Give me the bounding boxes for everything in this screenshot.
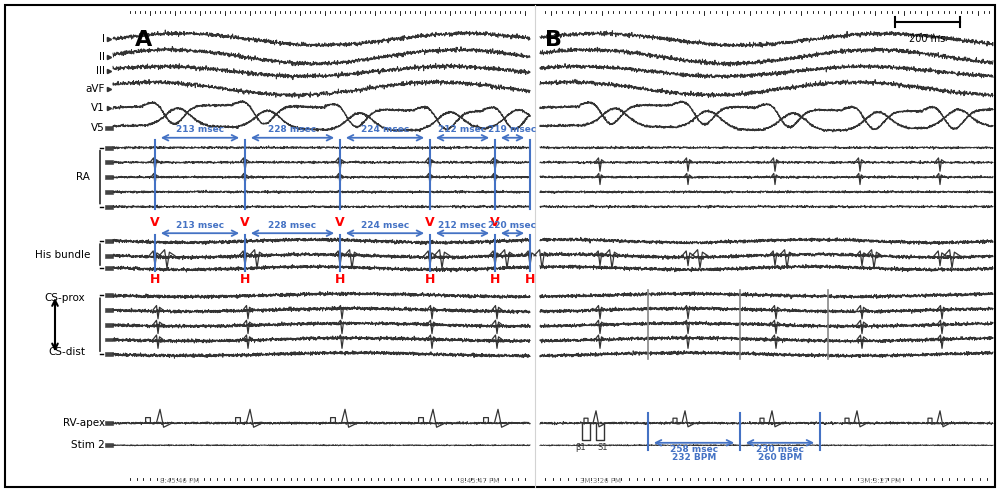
Text: H: H bbox=[525, 273, 535, 286]
Text: β1: β1 bbox=[575, 443, 586, 452]
Bar bbox=[105, 254, 113, 258]
Text: V1: V1 bbox=[91, 103, 105, 113]
Text: H: H bbox=[240, 273, 250, 286]
Text: 8:45:46 PM: 8:45:46 PM bbox=[160, 478, 200, 484]
Text: 212 msec: 212 msec bbox=[438, 221, 487, 230]
Text: 213 msec: 213 msec bbox=[176, 221, 224, 230]
Text: V: V bbox=[150, 216, 160, 229]
Bar bbox=[105, 352, 113, 356]
Bar bbox=[105, 443, 113, 447]
Text: V5: V5 bbox=[91, 123, 105, 133]
Text: 230 msec: 230 msec bbox=[756, 445, 804, 454]
Text: V: V bbox=[240, 216, 250, 229]
Bar bbox=[105, 175, 113, 179]
Text: 3M:3:26 PM: 3M:3:26 PM bbox=[580, 478, 620, 484]
Text: H: H bbox=[150, 273, 160, 286]
Text: B: B bbox=[545, 30, 562, 50]
Text: Stim 2: Stim 2 bbox=[71, 440, 105, 450]
Bar bbox=[105, 266, 113, 270]
Text: H: H bbox=[490, 273, 500, 286]
Text: I: I bbox=[102, 34, 105, 44]
Text: 8:45:47 PM: 8:45:47 PM bbox=[460, 478, 500, 484]
Text: 220 msec: 220 msec bbox=[488, 221, 536, 230]
Text: CS-prox: CS-prox bbox=[44, 293, 85, 303]
Bar bbox=[105, 146, 113, 150]
Text: His bundle: His bundle bbox=[35, 249, 90, 260]
Text: 3M:3:27 PM: 3M:3:27 PM bbox=[860, 478, 900, 484]
Text: 224 msec: 224 msec bbox=[361, 125, 409, 134]
Text: V: V bbox=[335, 216, 345, 229]
Text: CS-dist: CS-dist bbox=[48, 347, 85, 357]
Text: 213 msec: 213 msec bbox=[176, 125, 224, 134]
Text: 260 BPM: 260 BPM bbox=[758, 453, 802, 461]
Text: 212 msec: 212 msec bbox=[438, 125, 487, 134]
Text: RV-apex: RV-apex bbox=[63, 418, 105, 428]
Bar bbox=[105, 308, 113, 312]
Text: III: III bbox=[96, 66, 105, 76]
Bar bbox=[105, 205, 113, 209]
Bar bbox=[105, 190, 113, 194]
Text: H: H bbox=[335, 273, 345, 286]
Text: RA: RA bbox=[76, 172, 90, 182]
Bar bbox=[105, 421, 113, 425]
Bar bbox=[105, 239, 113, 243]
Text: 228 msec: 228 msec bbox=[268, 125, 317, 134]
Text: 200 ms: 200 ms bbox=[909, 34, 946, 44]
Text: 232 BPM: 232 BPM bbox=[672, 453, 716, 461]
Text: 224 msec: 224 msec bbox=[361, 221, 409, 230]
Text: 219 msec: 219 msec bbox=[488, 125, 537, 134]
Text: 258 msec: 258 msec bbox=[670, 445, 718, 454]
Text: 228 msec: 228 msec bbox=[268, 221, 317, 230]
Text: V: V bbox=[425, 216, 435, 229]
Bar bbox=[105, 293, 113, 297]
Text: H: H bbox=[425, 273, 435, 286]
Text: II: II bbox=[99, 52, 105, 62]
Bar bbox=[105, 126, 113, 130]
Bar bbox=[105, 323, 113, 327]
Bar bbox=[105, 160, 113, 164]
Text: S1: S1 bbox=[597, 443, 608, 452]
Bar bbox=[105, 338, 113, 341]
Text: V: V bbox=[490, 216, 500, 229]
Text: aVF: aVF bbox=[86, 84, 105, 93]
Text: A: A bbox=[135, 30, 152, 50]
FancyBboxPatch shape bbox=[5, 5, 995, 487]
